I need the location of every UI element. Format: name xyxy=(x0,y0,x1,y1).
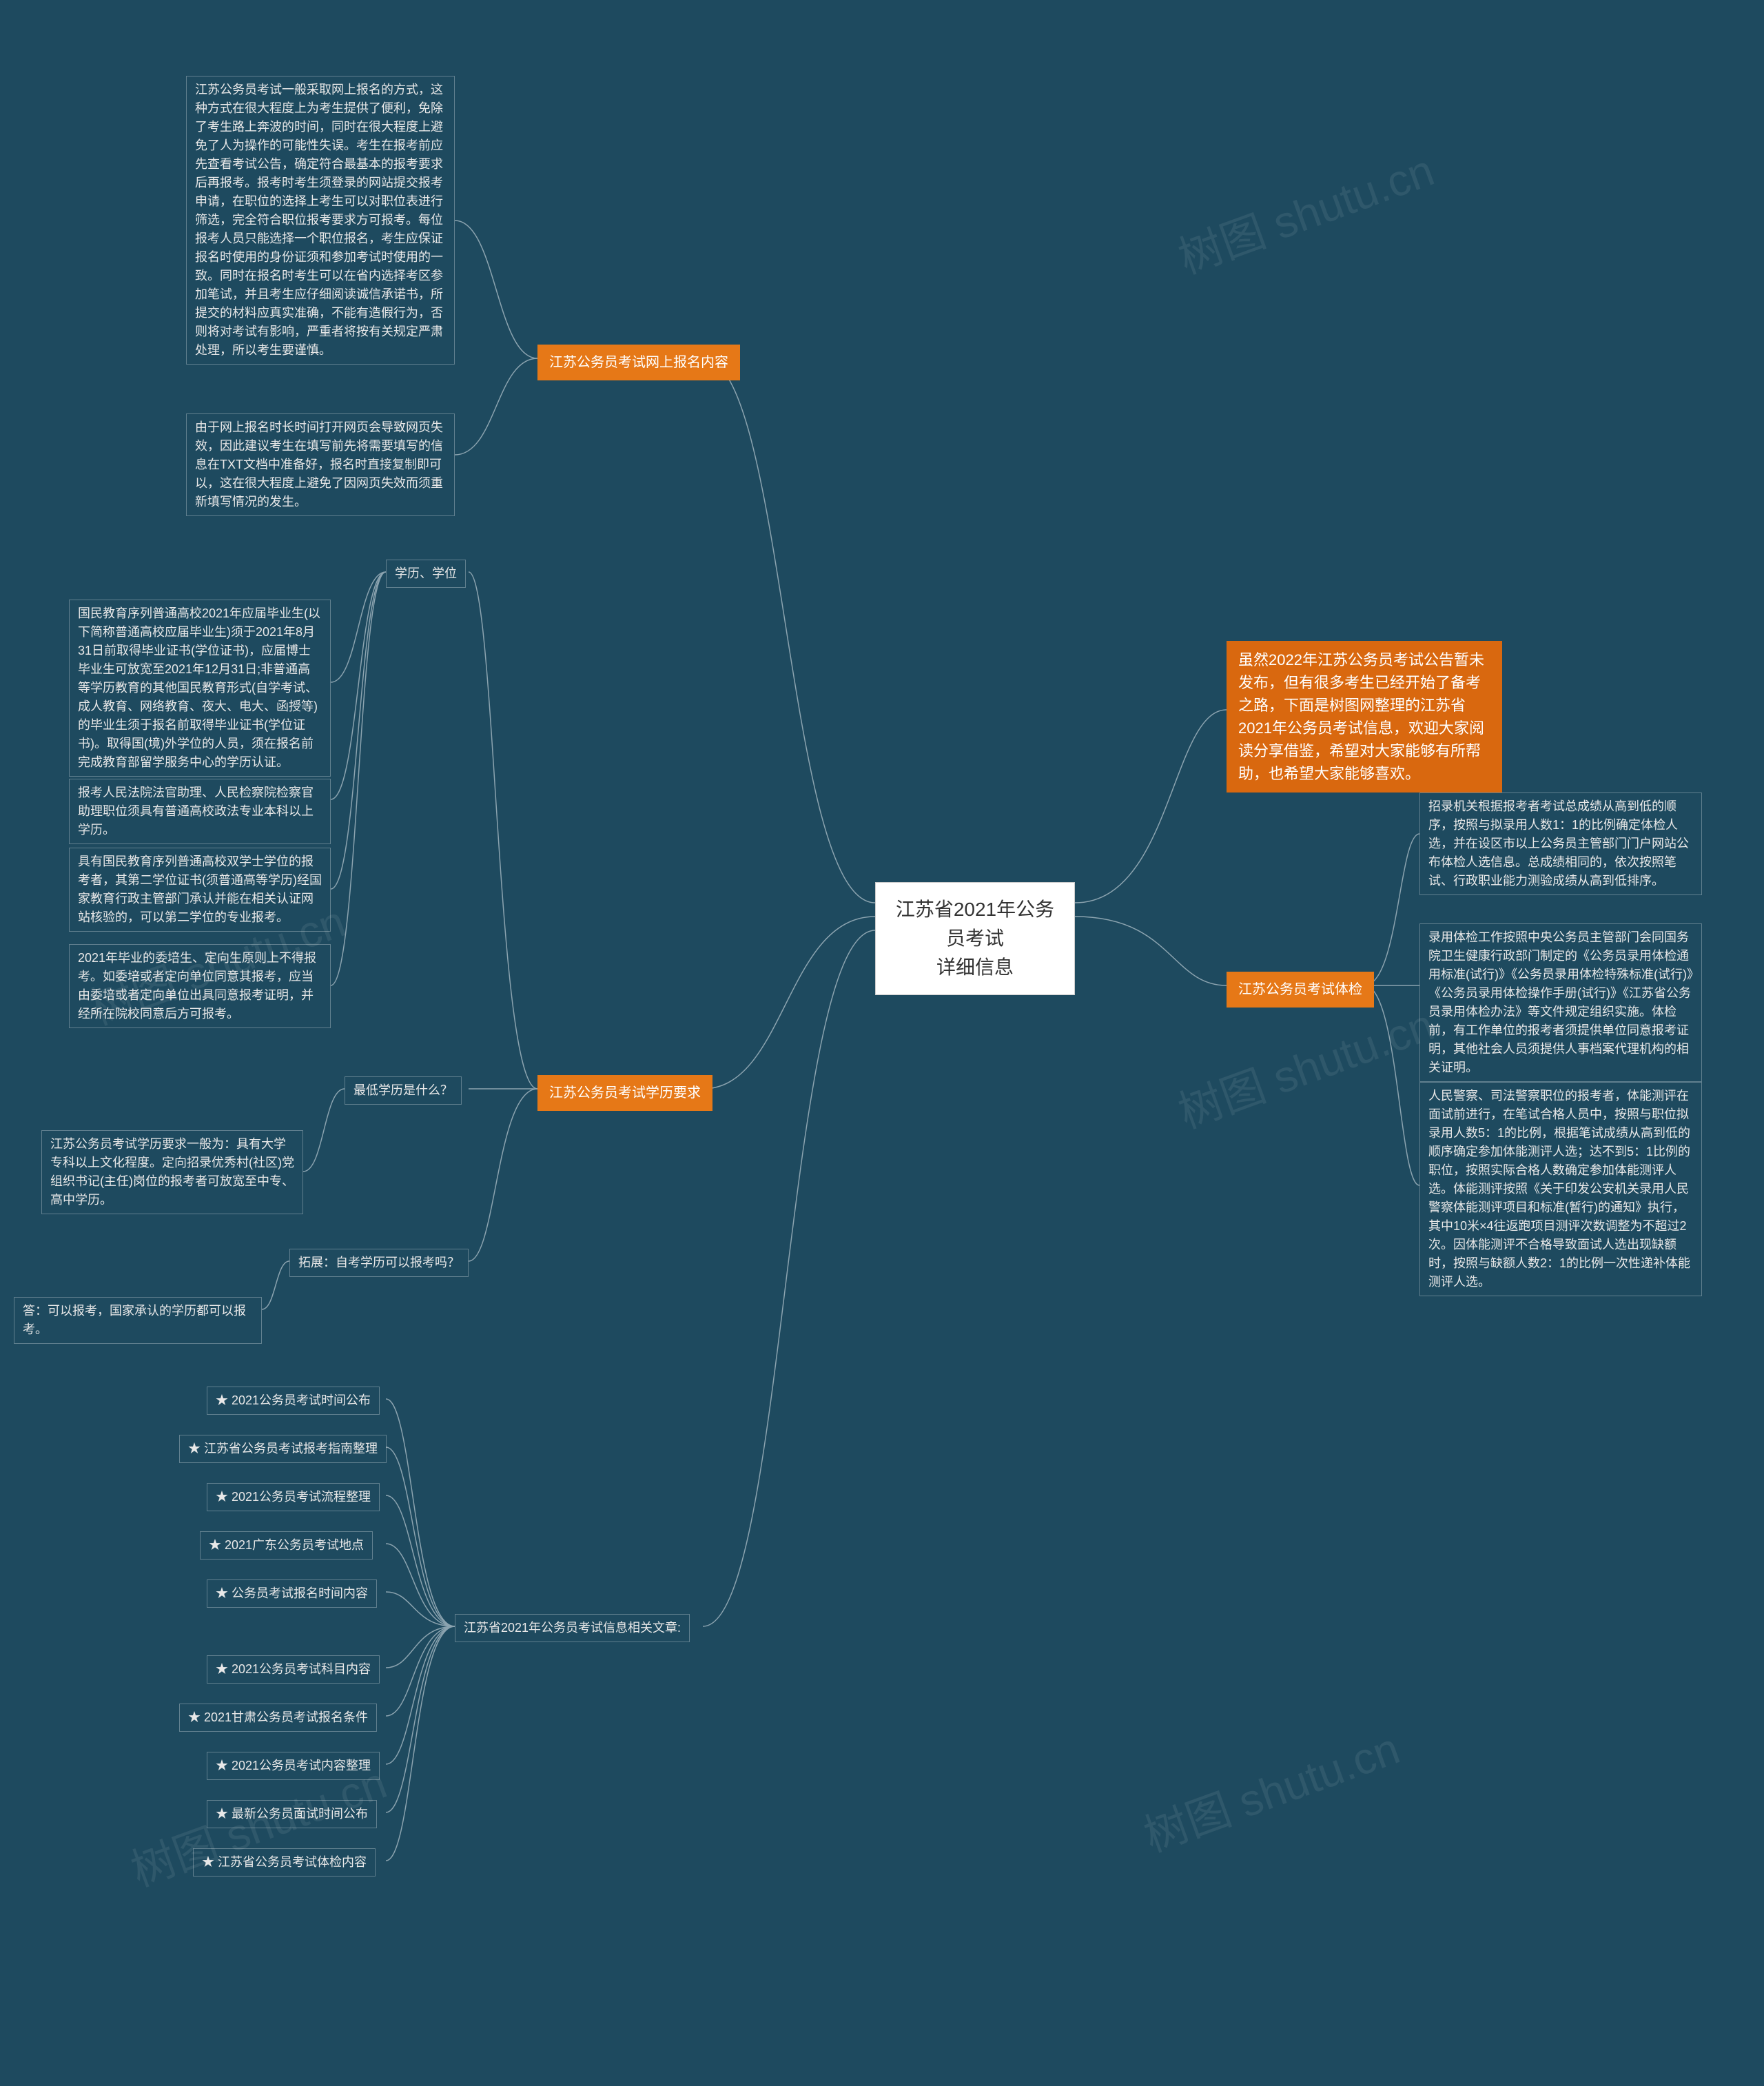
med-exam-item-1: 录用体检工作按照中央公务员主管部门会同国务院卫生健康行政部门制定的《公务员录用体… xyxy=(1419,923,1702,1082)
related-item-5[interactable]: ★ 2021公务员考试科目内容 xyxy=(207,1655,380,1684)
related-item-6[interactable]: ★ 2021甘肃公务员考试报名条件 xyxy=(179,1704,377,1732)
edu-req-sublabel: 学历、学位 xyxy=(386,560,466,588)
related-item-0[interactable]: ★ 2021公务员考试时间公布 xyxy=(207,1387,380,1415)
related-item-7[interactable]: ★ 2021公务员考试内容整理 xyxy=(207,1752,380,1780)
branch-related-title: 江苏省2021年公务员考试信息相关文章: xyxy=(455,1614,690,1642)
center-title-line2: 详细信息 xyxy=(892,953,1058,982)
edu-req-item-0: 国民教育序列普通高校2021年应届毕业生(以下简称普通高校应届毕业生)须于202… xyxy=(69,600,331,777)
edu-req-item-2: 具有国民教育序列普通高校双学士学位的报考者，其第二学位证书(须普通高等学历)经国… xyxy=(69,848,331,932)
related-item-9[interactable]: ★ 江苏省公务员考试体检内容 xyxy=(193,1848,376,1877)
related-item-2[interactable]: ★ 2021公务员考试流程整理 xyxy=(207,1483,380,1511)
edu-req-item-3: 2021年毕业的委培生、定向生原则上不得报考。如委培或者定向单位同意其报考，应当… xyxy=(69,944,331,1028)
related-item-3[interactable]: ★ 2021广东公务员考试地点 xyxy=(200,1531,373,1560)
med-exam-item-2: 人民警察、司法警察职位的报考者，体能测评在面试前进行，在笔试合格人员中，按照与职… xyxy=(1419,1082,1702,1296)
related-item-1[interactable]: ★ 江苏省公务员考试报考指南整理 xyxy=(179,1435,387,1463)
edu-req-min-label: 最低学历是什么？ xyxy=(345,1076,462,1105)
edu-req-selfstudy-answer: 答：可以报考，国家承认的学历都可以报考。 xyxy=(14,1297,262,1344)
online-reg-item-0: 江苏公务员考试一般采取网上报名的方式，这种方式在很大程度上为考生提供了便利，免除… xyxy=(186,76,455,365)
related-item-8[interactable]: ★ 最新公务员面试时间公布 xyxy=(207,1800,377,1828)
edu-req-selfstudy-label: 拓展：自考学历可以报考吗？ xyxy=(289,1249,469,1277)
center-title-line1: 江苏省2021年公务员考试 xyxy=(892,895,1058,953)
watermark: 树图 shutu.cn xyxy=(1169,135,1442,286)
watermark: 树图 shutu.cn xyxy=(1169,990,1442,1141)
edu-req-item-1: 报考人民法院法官助理、人民检察院检察官助理职位须具有普通高校政法专业本科以上学历… xyxy=(69,779,331,844)
branch-edu-req-title[interactable]: 江苏公务员考试学历要求 xyxy=(537,1075,712,1111)
med-exam-item-0: 招录机关根据报考者考试总成绩从高到低的顺序，按照与拟录用人数1：1的比例确定体检… xyxy=(1419,793,1702,895)
branch-med-exam-title[interactable]: 江苏公务员考试体检 xyxy=(1227,972,1374,1008)
center-node: 江苏省2021年公务员考试 详细信息 xyxy=(875,882,1075,995)
branch-online-reg-title[interactable]: 江苏公务员考试网上报名内容 xyxy=(537,345,740,380)
edu-req-min-answer: 江苏公务员考试学历要求一般为：具有大学专科以上文化程度。定向招录优秀村(社区)党… xyxy=(41,1130,303,1214)
watermark: 树图 shutu.cn xyxy=(1134,1713,1407,1864)
intro-box: 虽然2022年江苏公务员考试公告暂未发布，但有很多考生已经开始了备考之路，下面是… xyxy=(1227,641,1502,793)
related-item-4[interactable]: ★ 公务员考试报名时间内容 xyxy=(207,1579,377,1608)
online-reg-item-1: 由于网上报名时长时间打开网页会导致网页失效，因此建议考生在填写前先将需要填写的信… xyxy=(186,413,455,516)
